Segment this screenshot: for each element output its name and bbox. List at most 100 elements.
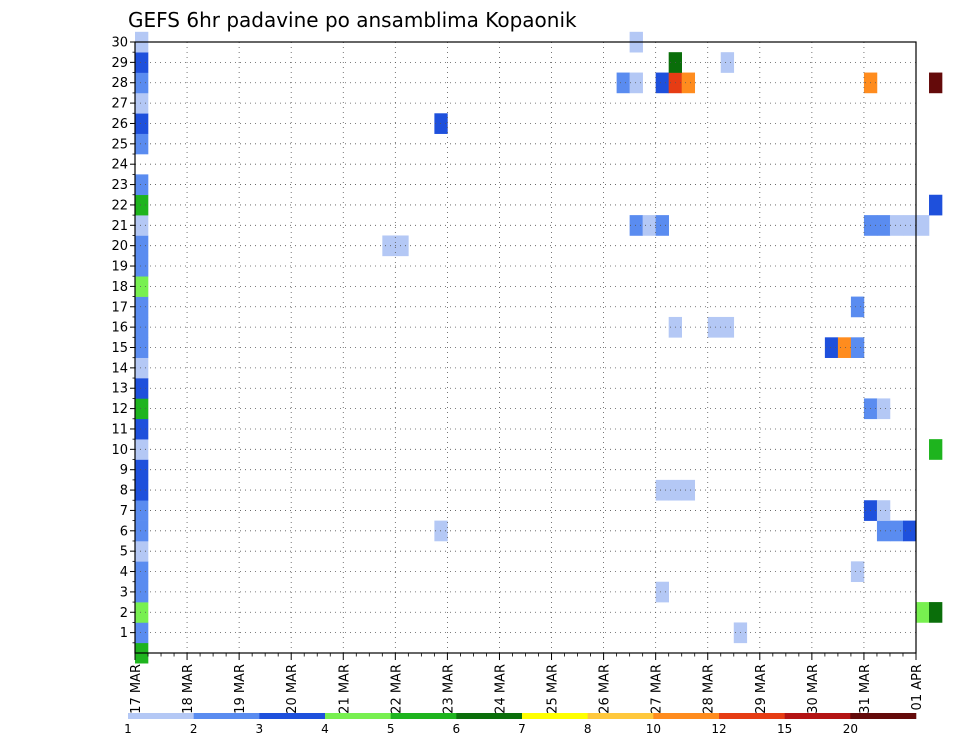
y-tick-label-10: 10	[111, 443, 128, 458]
y-tick-label-3: 3	[120, 585, 128, 600]
x-tick-label-0: 17 MAR	[129, 664, 144, 714]
heatmap-cell-36	[876, 520, 891, 542]
y-tick-label-16: 16	[111, 321, 128, 336]
heatmap-cell-60	[876, 215, 891, 236]
heatmap-cell-18	[135, 276, 149, 297]
heatmap-cell-24	[135, 133, 149, 155]
y-tick-label-20: 20	[111, 239, 128, 254]
heatmap-cell-27	[135, 72, 149, 94]
heatmap-cell-22	[135, 194, 149, 216]
colorbar-swatch-9	[719, 713, 785, 719]
heatmap-cell-52	[720, 316, 735, 338]
heatmap-cell-64	[929, 194, 943, 216]
heatmap-cell-5	[135, 540, 149, 562]
y-tick-label-8: 8	[120, 484, 128, 499]
heatmap-cell-55	[395, 235, 409, 257]
heatmap-cell-7	[135, 500, 149, 521]
x-tick-label-4: 21 MAR	[337, 664, 352, 714]
x-tick-label-2: 19 MAR	[233, 664, 248, 714]
y-tick-label-27: 27	[111, 97, 128, 112]
heatmap-cell-38	[902, 520, 917, 542]
heatmap-cell-58	[655, 215, 669, 236]
heatmap-cell-67	[629, 72, 643, 94]
heatmap-cell-28	[135, 52, 149, 73]
heatmap-cell-44	[929, 439, 943, 460]
x-tick-label-11: 28 MAR	[702, 664, 717, 714]
heatmap-cell-16	[135, 316, 149, 338]
heatmap-cell-9	[135, 459, 149, 481]
x-tick-label-10: 27 MAR	[650, 664, 665, 714]
colorbar-swatch-2	[259, 713, 326, 719]
colorbar-swatch-10	[784, 713, 851, 719]
colorbar-label-2: 2	[190, 722, 198, 736]
heatmap-cell-74	[720, 52, 735, 73]
y-tick-label-24: 24	[111, 158, 128, 173]
heatmap-cell-14	[135, 357, 149, 379]
x-axis: 17 MAR 18 MAR 19 MAR 20 MAR 21 MAR 22 MAR 23 M…	[129, 653, 925, 714]
colorbar-swatch-8	[653, 713, 720, 719]
x-tick-label-8: 25 MAR	[546, 664, 561, 714]
heatmap-cell-62	[902, 215, 917, 236]
heatmap-cell-48	[837, 337, 852, 358]
heatmap-cell-26	[135, 92, 149, 114]
heatmap-cell-34	[850, 561, 865, 583]
x-tick-label-12: 29 MAR	[754, 664, 769, 714]
heatmap-cell-41	[655, 479, 669, 501]
y-tick-label-28: 28	[111, 76, 128, 91]
heatmap-cell-35	[434, 520, 448, 542]
heatmap-cell-43	[681, 479, 696, 501]
heatmap-cell-17	[135, 296, 149, 318]
heatmap-cell-32	[929, 602, 943, 623]
heatmap-cell-13	[135, 378, 149, 399]
colorbar-label-1: 1	[124, 722, 132, 736]
colorbar-label-20: 20	[843, 722, 858, 736]
colorbar-label-3: 3	[256, 722, 264, 736]
x-tick-label-6: 23 MAR	[441, 664, 456, 714]
heatmap-cell-23	[135, 174, 149, 196]
x-tick-label-7: 24 MAR	[493, 664, 508, 714]
heatmap-cell-19	[135, 255, 149, 277]
y-tick-label-2: 2	[120, 606, 128, 621]
y-tick-label-22: 22	[111, 198, 128, 213]
y-tick-label-1: 1	[120, 626, 128, 641]
colorbar-swatch-11	[850, 713, 917, 719]
heatmap-cell-11	[135, 418, 149, 440]
heatmap-cell-49	[850, 337, 865, 358]
heatmap-cell-40	[876, 500, 891, 521]
heatmap-cell-10	[135, 439, 149, 460]
y-tick-label-17: 17	[111, 300, 128, 315]
colorbar-swatch-7	[587, 713, 654, 719]
y-tick-label-14: 14	[111, 361, 128, 376]
grid-lines	[135, 41, 916, 653]
colorbar-label-7: 7	[518, 722, 526, 736]
heatmap-cell-66	[616, 72, 630, 94]
colorbar-swatch-6	[522, 713, 588, 719]
y-tick-label-5: 5	[120, 545, 128, 560]
heatmap-cell-3	[135, 581, 149, 603]
heatmap-cell-47	[824, 337, 839, 358]
heatmap-cell-57	[642, 215, 656, 236]
colorbar-swatch-3	[325, 713, 391, 719]
heatmap-cell-2	[135, 602, 149, 623]
x-tick-label-1: 18 MAR	[181, 664, 196, 714]
y-tick-label-21: 21	[111, 219, 128, 234]
heatmap-cell-15	[135, 337, 149, 358]
heatmap-cell-6	[135, 520, 149, 542]
heatmap-cell-33	[655, 581, 669, 603]
colorbar-label-12: 12	[711, 722, 726, 736]
heatmap-cell-53	[850, 296, 865, 318]
y-tick-label-18: 18	[111, 280, 128, 295]
colorbar-label-8: 8	[584, 722, 592, 736]
heatmap-cell-51	[707, 316, 722, 338]
y-tick-label-30: 30	[111, 36, 128, 51]
chart-title: GEFS 6hr padavine po ansamblima Kopaonik	[128, 8, 577, 32]
colorbar-swatch-1	[193, 713, 260, 719]
heatmap-cell-1	[135, 622, 149, 644]
y-tick-label-25: 25	[111, 137, 128, 152]
heatmap-cell-68	[655, 72, 669, 94]
heatmap-cell-46	[876, 398, 891, 420]
heatmap-cell-12	[135, 398, 149, 420]
y-axis: 1234567891011121314151617181920212223242…	[111, 36, 135, 644]
heatmap-cell-56	[629, 215, 643, 236]
